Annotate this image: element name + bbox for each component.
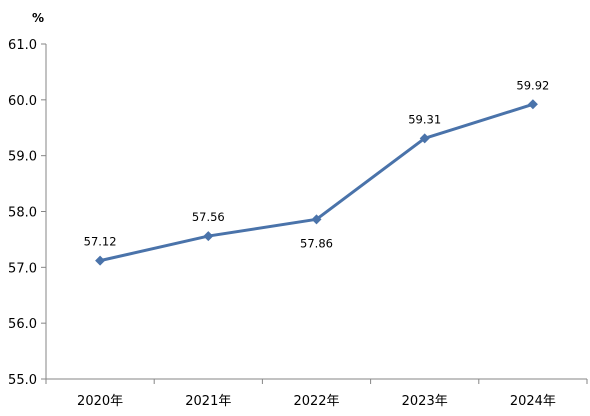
- data-point-marker: [311, 214, 322, 225]
- y-tick-label: 55.0: [8, 373, 37, 388]
- y-tick-label: 57.0: [8, 261, 37, 276]
- y-axis-ticks: 55.0 56.0 57.0 58.0 59.0 60.0 61.0: [8, 38, 46, 388]
- y-tick-label: 59.0: [8, 150, 37, 165]
- y-tick-label: 56.0: [8, 317, 37, 332]
- series: 57.12 57.56 57.86 59.31 59.92: [84, 78, 549, 266]
- x-tick-label: 2020年: [77, 394, 123, 409]
- data-point-marker: [419, 133, 430, 144]
- y-tick-label: 60.0: [8, 94, 37, 109]
- data-point-marker: [95, 255, 106, 266]
- data-point-marker: [203, 231, 214, 242]
- data-point-marker: [527, 99, 538, 110]
- x-tick-label: 2024年: [510, 394, 556, 409]
- y-tick-label: 61.0: [8, 38, 37, 53]
- data-label: 57.86: [300, 236, 333, 250]
- data-label: 59.31: [408, 112, 441, 126]
- data-label: 57.56: [192, 210, 225, 224]
- y-tick-label: 58.0: [8, 206, 37, 221]
- y-axis-unit-label: %: [32, 11, 44, 25]
- x-tick-label: 2023年: [402, 394, 448, 409]
- data-label: 59.92: [516, 78, 549, 92]
- x-tick-label: 2022年: [293, 394, 339, 409]
- data-label: 57.12: [84, 235, 117, 249]
- x-axis-ticks: 2020年 2021年 2022年 2023年 2024年: [45, 379, 588, 409]
- x-tick-label: 2021年: [185, 394, 231, 409]
